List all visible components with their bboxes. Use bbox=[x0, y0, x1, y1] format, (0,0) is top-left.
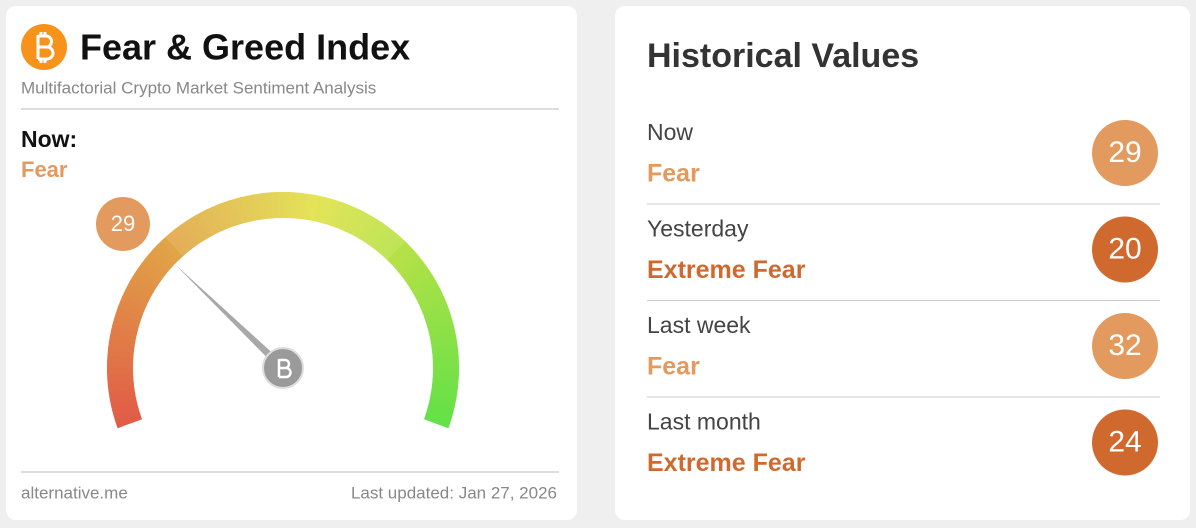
row-classification: Extreme Fear bbox=[647, 449, 806, 477]
row-label: Yesterday bbox=[647, 216, 749, 242]
gauge-arc bbox=[436, 418, 438, 423]
row-value: 20 bbox=[1108, 232, 1141, 265]
row-value: 32 bbox=[1108, 329, 1141, 362]
bitcoin-logo bbox=[21, 24, 67, 70]
now-classification: Fear bbox=[21, 157, 68, 182]
title: Fear & Greed Index bbox=[80, 27, 410, 68]
row-classification: Fear bbox=[647, 160, 700, 188]
now-label: Now: bbox=[21, 126, 77, 152]
row-value: 29 bbox=[1108, 136, 1141, 169]
row-classification: Fear bbox=[647, 353, 700, 381]
value-badge-text: 29 bbox=[111, 211, 135, 236]
row-value: 24 bbox=[1108, 425, 1141, 458]
row-label: Last week bbox=[647, 312, 751, 338]
last-updated: Last updated: Jan 27, 2026 bbox=[351, 483, 557, 502]
row-label: Last month bbox=[647, 409, 761, 435]
subtitle: Multifactorial Crypto Market Sentiment A… bbox=[21, 78, 376, 97]
source: alternative.me bbox=[21, 483, 128, 502]
row-label: Now bbox=[647, 119, 693, 145]
history-title: Historical Values bbox=[647, 37, 919, 75]
row-classification: Extreme Fear bbox=[647, 256, 806, 284]
